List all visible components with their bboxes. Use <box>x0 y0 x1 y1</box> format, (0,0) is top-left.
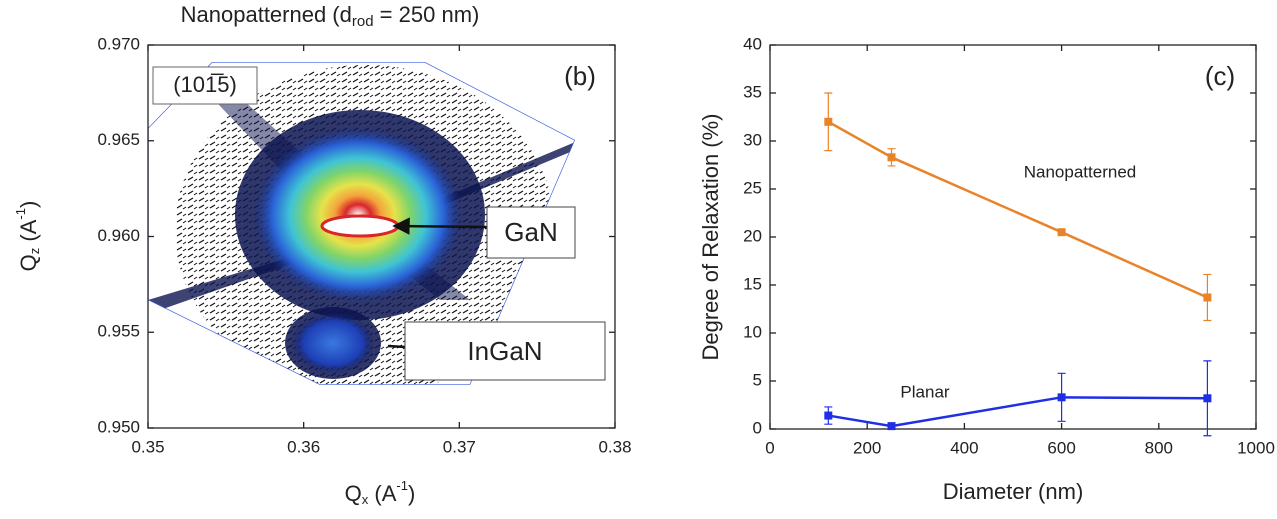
map-image <box>148 62 575 385</box>
y-tick-label: 0 <box>753 418 762 437</box>
marker <box>824 117 833 126</box>
annotation: (c) <box>1205 61 1235 91</box>
plot-frame <box>769 44 1257 430</box>
label-superscript: -1 <box>396 478 408 493</box>
marker <box>887 153 896 162</box>
label-part: Q <box>345 481 362 506</box>
label-part: (A <box>16 219 41 247</box>
y-tick-label: 0.955 <box>97 322 140 341</box>
series-label: Planar <box>900 382 949 401</box>
y-tick-label: 25 <box>743 178 762 197</box>
y-tick-label: 0.960 <box>97 226 140 245</box>
annotation-box <box>486 206 576 259</box>
y-tick-label: 30 <box>743 130 762 149</box>
x-tick-label: 0.36 <box>287 437 320 456</box>
y-tick-label: 15 <box>743 274 762 293</box>
marker <box>1203 394 1212 403</box>
marker <box>1057 228 1066 237</box>
y-tick-label: 10 <box>743 322 762 341</box>
annotation: GaN <box>504 217 557 247</box>
y-tick-label: 5 <box>753 370 762 389</box>
annotation: (b) <box>564 61 596 91</box>
annotation-box <box>404 321 606 381</box>
x-axis-label: Qx (A-1) <box>345 478 416 507</box>
y-axis-label: Qz (A-1) <box>13 201 42 272</box>
x-tick-label: 0.35 <box>131 437 164 456</box>
label-part: ) <box>408 481 415 506</box>
label-subscript: x <box>362 492 369 507</box>
y-axis-label: Degree of Relaxation (%) <box>698 113 723 360</box>
label-superscript: -1 <box>13 208 28 220</box>
annotation: InGaN <box>467 336 542 366</box>
x-tick-label: 800 <box>1145 438 1173 457</box>
x-axis-label: Diameter (nm) <box>943 479 1084 504</box>
arrow <box>392 217 488 235</box>
series-label: Nanopatterned <box>1024 162 1136 181</box>
x-tick-label: 0.37 <box>443 437 476 456</box>
chart-title: Nanopatterned (drod = 250 nm) <box>181 2 480 30</box>
x-tick-label: 400 <box>950 438 978 457</box>
x-tick-label: 200 <box>853 438 881 457</box>
y-tick-label: 0.950 <box>97 417 140 436</box>
label-part: Q <box>16 254 41 271</box>
title-part: = 250 nm) <box>374 2 480 27</box>
x-tick-label: 600 <box>1047 438 1075 457</box>
annotation: (101̅5) <box>173 72 237 97</box>
x-tick-label: 0 <box>765 438 774 457</box>
x-tick-label: 0.38 <box>598 437 631 456</box>
marker <box>887 422 896 431</box>
y-tick-label: 0.965 <box>97 130 140 149</box>
title-subscript: rod <box>352 13 374 30</box>
label-part: (A <box>368 481 396 506</box>
label-subscript: z <box>27 248 42 255</box>
label-part: ) <box>16 201 41 208</box>
x-tick-label: 1000 <box>1237 438 1275 457</box>
y-tick-label: 35 <box>743 82 762 101</box>
series-line <box>827 120 1208 299</box>
title-part: Nanopatterned (d <box>181 2 352 27</box>
marker <box>824 411 833 420</box>
arrow <box>387 344 406 349</box>
marker <box>1203 293 1212 302</box>
annotation-box <box>152 66 258 105</box>
series-line <box>828 396 1208 428</box>
y-tick-label: 20 <box>743 226 762 245</box>
y-tick-label: 40 <box>743 34 762 53</box>
y-tick-label: 0.970 <box>97 34 140 53</box>
marker <box>1057 393 1066 402</box>
